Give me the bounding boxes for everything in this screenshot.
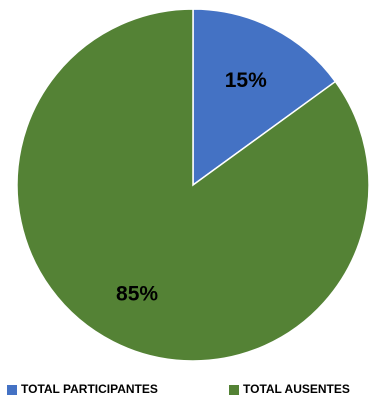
pie-slice-0 (192, 8, 337, 187)
legend-swatch-1 (229, 385, 239, 395)
legend: TOTAL PARTICIPANTES TOTAL AUSENTES (7, 382, 350, 396)
pie-slices (16, 8, 370, 362)
pie-slice-1 (16, 8, 370, 362)
data-label-0: 15% (225, 69, 267, 92)
legend-swatch-0 (7, 385, 17, 395)
legend-label-0: TOTAL PARTICIPANTES (21, 382, 158, 396)
data-label-1: 85% (116, 282, 158, 305)
pie-slice-labels: 15% 85% (116, 69, 267, 305)
legend-label-1: TOTAL AUSENTES (243, 382, 350, 396)
